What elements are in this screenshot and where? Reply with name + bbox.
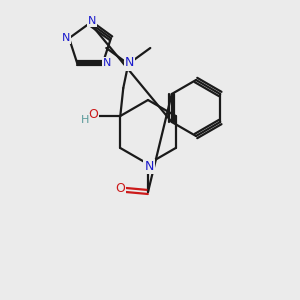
Text: N: N bbox=[103, 58, 111, 68]
Text: N: N bbox=[62, 33, 70, 43]
Text: O: O bbox=[88, 109, 98, 122]
Text: H: H bbox=[81, 115, 89, 125]
Text: N: N bbox=[144, 160, 154, 172]
Text: N: N bbox=[124, 56, 134, 70]
Text: N: N bbox=[88, 16, 96, 26]
Text: O: O bbox=[115, 182, 125, 196]
